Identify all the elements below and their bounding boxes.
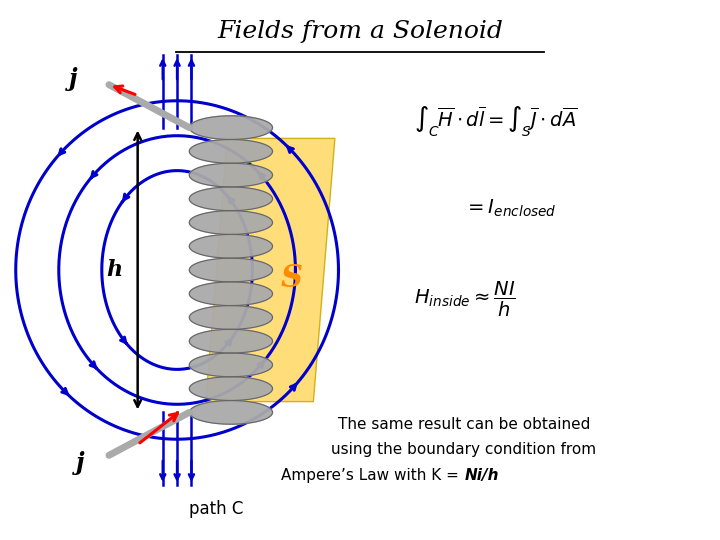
Polygon shape — [189, 353, 272, 377]
Polygon shape — [189, 282, 272, 306]
Polygon shape — [206, 138, 335, 402]
Text: The same result can be obtained: The same result can be obtained — [338, 417, 590, 431]
Polygon shape — [189, 377, 272, 401]
Polygon shape — [189, 139, 272, 163]
Polygon shape — [189, 211, 272, 234]
Text: using the boundary condition from: using the boundary condition from — [331, 442, 597, 457]
Polygon shape — [189, 116, 272, 139]
Text: $\int_C \overline{H} \cdot d\overline{l} = \int_S \overline{J} \cdot d\overline{: $\int_C \overline{H} \cdot d\overline{l}… — [414, 105, 577, 139]
Polygon shape — [189, 306, 272, 329]
Polygon shape — [189, 187, 272, 211]
Polygon shape — [189, 329, 272, 353]
Text: h: h — [107, 259, 123, 281]
Text: j: j — [69, 68, 77, 91]
Text: path C: path C — [189, 500, 244, 518]
Text: Fields from a Solenoid: Fields from a Solenoid — [217, 20, 503, 43]
Polygon shape — [189, 234, 272, 258]
Text: S: S — [281, 262, 303, 294]
Text: $H_{inside} \approx \dfrac{NI}{h}$: $H_{inside} \approx \dfrac{NI}{h}$ — [414, 280, 516, 319]
Text: Ni/h: Ni/h — [464, 468, 499, 483]
Polygon shape — [189, 163, 272, 187]
Polygon shape — [189, 258, 272, 282]
Text: j: j — [76, 451, 84, 475]
Text: Ampere’s Law with K =: Ampere’s Law with K = — [282, 468, 464, 483]
Polygon shape — [189, 401, 272, 424]
Text: $= I_{enclosed}$: $= I_{enclosed}$ — [464, 198, 557, 219]
